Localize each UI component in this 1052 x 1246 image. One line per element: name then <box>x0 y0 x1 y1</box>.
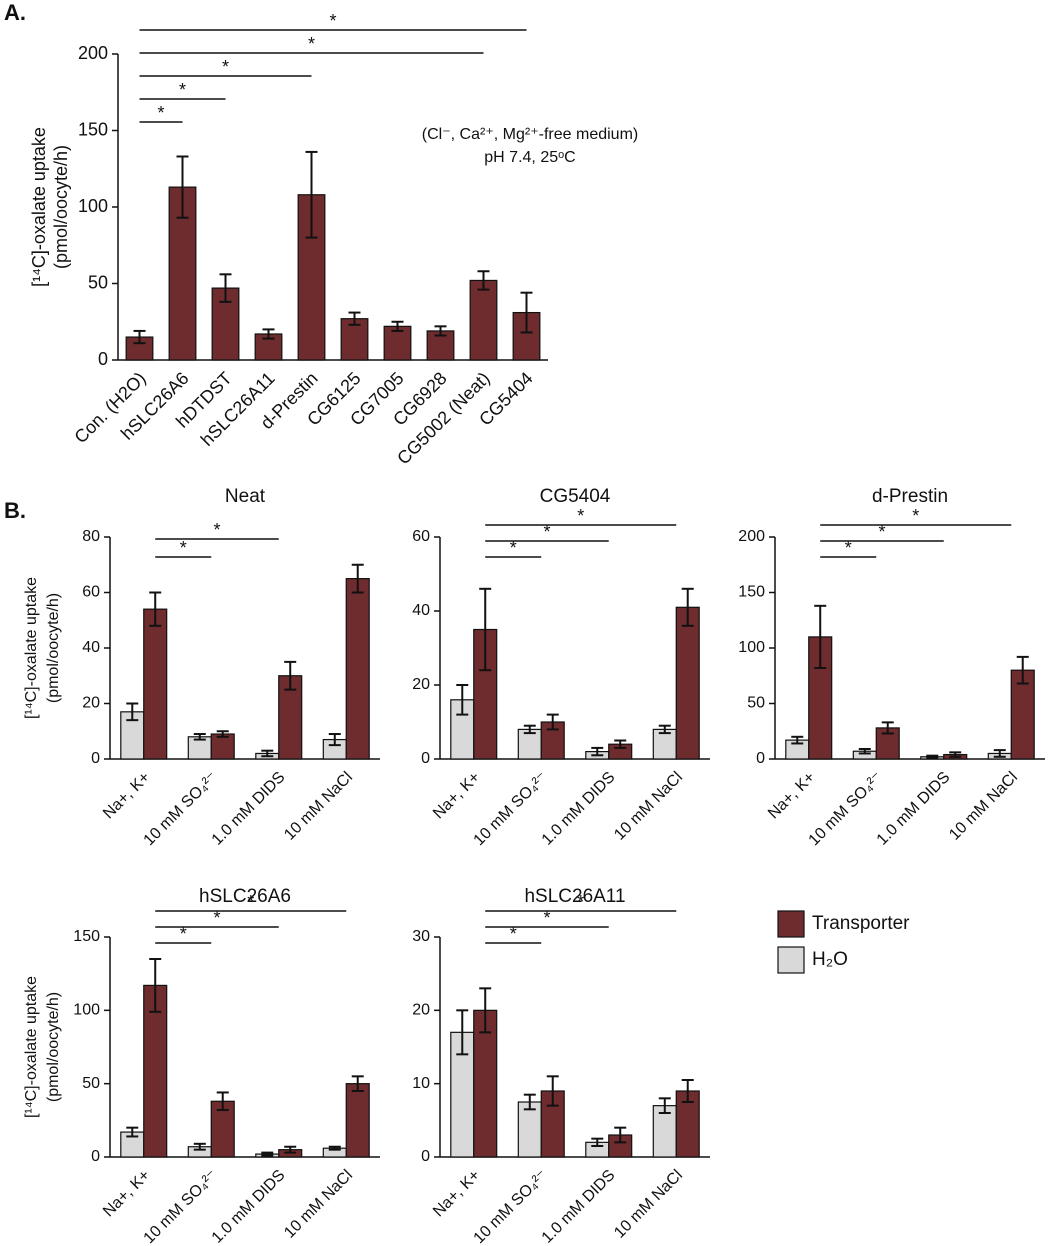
significance-label: * <box>510 538 517 558</box>
y-tick-label: 40 <box>412 602 430 619</box>
y-tick-label: 30 <box>412 928 430 945</box>
bar <box>143 608 168 760</box>
bar <box>168 186 197 361</box>
bar <box>383 325 412 361</box>
x-tick-label: 10 mM NaCl <box>281 1167 356 1242</box>
significance-label: * <box>180 538 187 558</box>
y-tick-label: 200 <box>738 528 765 545</box>
x-tick-label: Na+, K+ <box>765 769 819 823</box>
panel-label: A. <box>4 0 26 25</box>
y-tick-label: 0 <box>98 349 108 369</box>
y-tick-label: 60 <box>412 528 430 545</box>
panel-label: B. <box>4 498 26 523</box>
x-tick-label: Na+, K+ <box>430 769 484 823</box>
y-tick-label: 20 <box>412 676 430 693</box>
bar <box>345 578 370 760</box>
chart-title: Neat <box>225 486 266 507</box>
significance-label: * <box>577 506 584 526</box>
chart-title: hSLC26A11 <box>524 886 625 907</box>
annotation: (Cl⁻, Ca²⁺, Mg²⁺-free medium) <box>422 126 638 143</box>
y-tick-label: 50 <box>747 695 765 712</box>
annotation: pH 7.4, 25ᵒC <box>484 149 575 166</box>
y-tick-label: 200 <box>78 43 108 63</box>
significance-label: * <box>543 908 550 928</box>
y-tick-label: 0 <box>91 1148 100 1165</box>
y-tick-label: 100 <box>738 639 765 656</box>
y-tick-label: 0 <box>421 1148 430 1165</box>
x-tick-label: 10 mM NaCl <box>611 1167 686 1242</box>
y-axis-label: (pmol/oocyte/h) <box>45 593 62 703</box>
y-tick-label: 0 <box>756 750 765 767</box>
significance-label: * <box>157 103 164 123</box>
x-tick-label: 10 mM NaCl <box>281 769 356 844</box>
y-axis-label: [¹⁴C]-oxalate uptake <box>29 127 49 287</box>
x-tick-label: 10 mM NaCl <box>611 769 686 844</box>
y-tick-label: 80 <box>82 528 100 545</box>
y-tick-label: 0 <box>421 750 430 767</box>
chart-title: hSLC26A6 <box>199 886 291 907</box>
significance-label: * <box>845 538 852 558</box>
bar <box>469 279 498 361</box>
significance-label: * <box>247 892 254 912</box>
significance-label: * <box>577 892 584 912</box>
significance-label: * <box>878 522 885 542</box>
y-tick-label: 150 <box>78 119 108 139</box>
y-tick-label: 150 <box>738 584 765 601</box>
y-tick-label: 60 <box>82 584 100 601</box>
significance-label: * <box>213 520 220 540</box>
legend-label: Transporter <box>812 913 910 934</box>
y-axis-label: (pmol/oocyte/h) <box>45 992 62 1102</box>
significance-label: * <box>213 908 220 928</box>
y-tick-label: 150 <box>73 928 100 945</box>
bar <box>675 606 700 760</box>
y-tick-label: 100 <box>78 196 108 216</box>
y-axis-label: [¹⁴C]-oxalate uptake <box>23 577 40 719</box>
significance-label: * <box>510 924 517 944</box>
bar <box>345 1083 370 1158</box>
significance-label: * <box>543 522 550 542</box>
y-axis-label: (pmol/oocyte/h) <box>51 145 71 269</box>
y-tick-label: 10 <box>412 1075 430 1092</box>
x-tick-label: Na+, K+ <box>100 769 154 823</box>
significance-label: * <box>179 80 186 100</box>
chart-title: CG5404 <box>540 486 611 507</box>
y-tick-label: 50 <box>82 1075 100 1092</box>
legend-swatch <box>777 910 805 938</box>
significance-label: * <box>912 506 919 526</box>
x-tick-label: Na+, K+ <box>100 1167 154 1221</box>
y-tick-label: 100 <box>73 1002 100 1019</box>
x-tick-label: Na+, K+ <box>430 1167 484 1221</box>
legend-label: H₂O <box>812 949 848 970</box>
legend-swatch <box>777 946 805 974</box>
y-tick-label: 20 <box>412 1002 430 1019</box>
significance-label: * <box>308 34 315 54</box>
y-axis-label: [¹⁴C]-oxalate uptake <box>23 976 40 1118</box>
y-tick-label: 20 <box>82 695 100 712</box>
significance-label: * <box>222 57 229 77</box>
y-tick-label: 50 <box>88 272 108 292</box>
x-tick-label: 10 mM NaCl <box>946 769 1021 844</box>
chart-title: d-Prestin <box>872 486 948 507</box>
y-tick-label: 40 <box>82 639 100 656</box>
y-tick-label: 0 <box>91 750 100 767</box>
significance-label: * <box>180 924 187 944</box>
significance-label: * <box>329 11 336 31</box>
